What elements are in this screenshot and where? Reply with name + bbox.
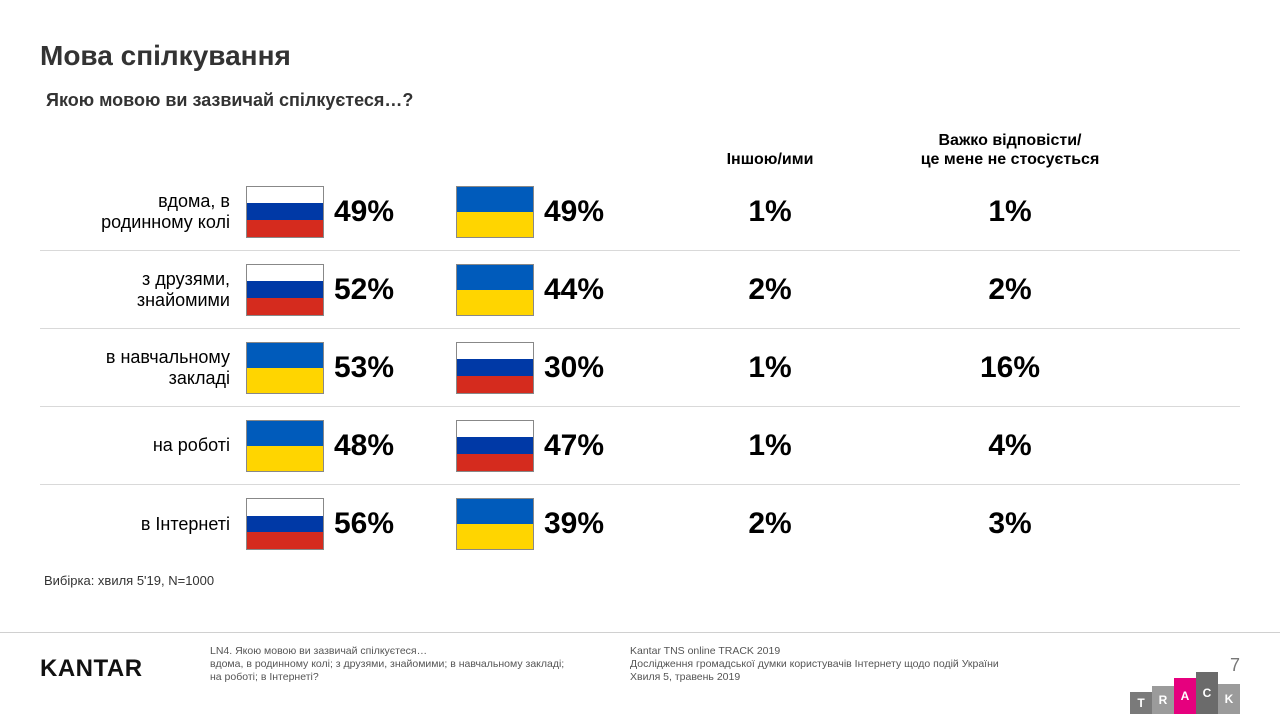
pct-other: 1% [660,351,880,385]
pct-secondary: 47% [540,429,660,463]
pct-primary: 48% [330,429,450,463]
russia-flag-icon [456,420,534,472]
header-row: Іншою/ими Важко відповісти/це мене не ст… [40,119,1240,173]
pct-primary: 53% [330,351,450,385]
row-label: з друзями,знайомими [40,269,240,310]
sample-note: Вибірка: хвиля 5'19, N=1000 [40,573,1240,588]
table-row: на роботі 48% 47%1%4% [40,407,1240,485]
pct-hard: 3% [880,507,1140,541]
header-hard: Важко відповісти/це мене не стосується [880,132,1140,173]
track-logo: TRACK [1130,672,1240,714]
ukraine-flag-icon [246,420,324,472]
table-row: в навчальномузакладі 53% 30%1%16% [40,329,1240,407]
pct-hard: 1% [880,195,1140,229]
page-number: 7 [1170,641,1240,676]
footer: KANTAR LN4. Якою мовою ви зазвичай спілк… [0,632,1280,720]
source-text: Kantar TNS online TRACK 2019Дослідження … [630,641,1170,684]
table-row: в Інтернеті 56% 39%2%3% [40,485,1240,563]
header-other: Іншою/ими [660,151,880,173]
track-logo-letter: R [1152,686,1174,714]
ukraine-flag-icon [456,264,534,316]
pct-other: 2% [660,507,880,541]
russia-flag-icon [456,342,534,394]
track-logo-letter: C [1196,672,1218,714]
ukraine-flag-icon [246,342,324,394]
footnote-text: LN4. Якою мовою ви зазвичай спілкуєтеся…… [210,641,630,684]
russia-flag-icon [246,186,324,238]
data-table: Іншою/ими Важко відповісти/це мене не ст… [40,119,1240,563]
pct-other: 1% [660,195,880,229]
track-logo-letter: A [1174,678,1196,714]
table-row: з друзями,знайомими52%44%2%2% [40,251,1240,329]
row-label: вдома, вродинному колі [40,191,240,232]
row-label: в навчальномузакладі [40,347,240,388]
ukraine-flag-icon [456,498,534,550]
question-subtitle: Якою мовою ви зазвичай спілкуєтеся…? [40,90,1240,111]
page-title: Мова спілкування [40,40,1240,72]
slide: Мова спілкування Якою мовою ви зазвичай … [0,0,1280,720]
pct-primary: 49% [330,195,450,229]
pct-other: 2% [660,273,880,307]
pct-hard: 2% [880,273,1140,307]
track-logo-letter: K [1218,684,1240,714]
pct-secondary: 39% [540,507,660,541]
kantar-logo: KANTAR [40,641,210,683]
ukraine-flag-icon [456,186,534,238]
track-logo-letter: T [1130,692,1152,714]
pct-hard: 4% [880,429,1140,463]
row-label: на роботі [40,435,240,456]
row-label: в Інтернеті [40,514,240,535]
pct-secondary: 30% [540,351,660,385]
table-row: вдома, вродинному колі49%49%1%1% [40,173,1240,251]
pct-hard: 16% [880,351,1140,385]
pct-secondary: 44% [540,273,660,307]
pct-secondary: 49% [540,195,660,229]
russia-flag-icon [246,264,324,316]
pct-primary: 56% [330,507,450,541]
russia-flag-icon [246,498,324,550]
pct-other: 1% [660,429,880,463]
pct-primary: 52% [330,273,450,307]
